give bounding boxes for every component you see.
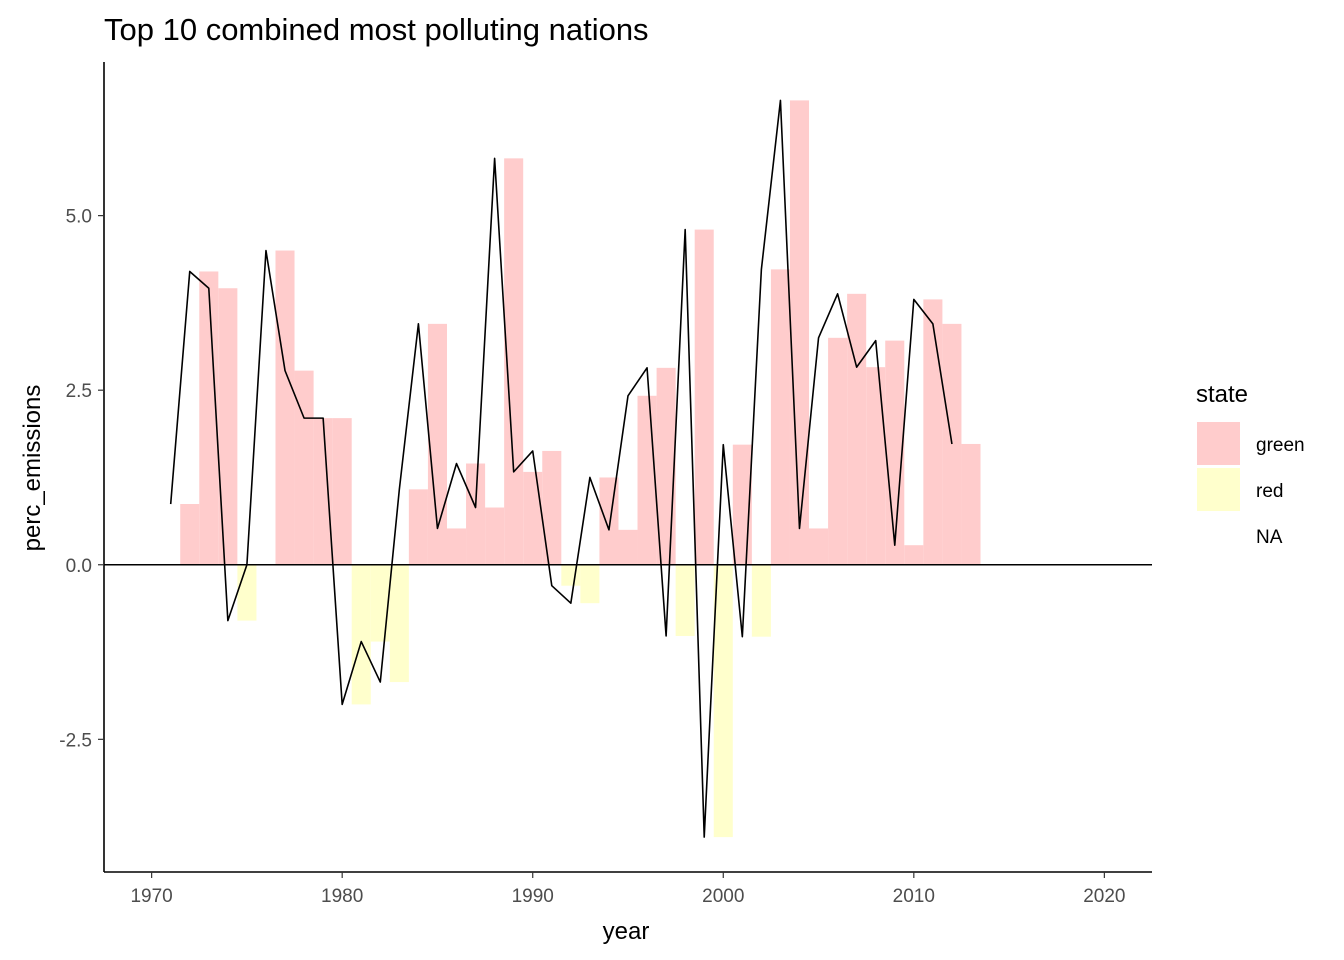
bar-1977 [275,250,295,565]
bar-1985 [427,323,447,565]
x-tick-label-1990: 1990 [512,886,554,907]
bar-1980 [332,418,352,565]
bar-1981 [351,564,371,705]
bar-2008 [866,367,886,565]
bar-1997 [656,367,676,565]
bar-1972 [180,504,200,565]
bar-1986 [446,528,467,565]
bar-2009 [885,340,905,565]
bar-2006 [828,337,848,565]
bar-1999 [694,229,714,565]
bar-1982 [370,564,390,642]
y-axis-title: perc_emissions [19,385,46,552]
bar-1979 [313,418,333,565]
y-tick-label-1: 0.0 [66,556,92,577]
legend-label-na: NA [1256,527,1283,548]
legend: state green red NA [1196,381,1305,548]
x-tick-label-2010: 2010 [893,886,935,907]
bar-2005 [809,528,829,565]
bar-1990 [523,471,543,565]
bar-1974 [218,288,238,565]
bar-1984 [408,489,428,565]
x-tick-label-1970: 1970 [130,886,172,907]
bar-1975 [237,564,257,621]
y-tick-label-3: 5.0 [66,207,92,228]
bar-1991 [542,450,562,565]
bars-group [180,100,981,838]
bar-1988 [485,507,505,565]
bar-2000 [713,564,733,838]
bar-2011 [923,299,943,565]
y-tick-label-0: -2.5 [59,730,92,751]
bar-2012 [942,323,962,565]
bar-2010 [904,545,924,565]
legend-key-red [1197,468,1240,511]
chart-title: Top 10 combined most polluting nations [104,12,649,47]
x-axis-title: year [603,918,650,945]
bar-1989 [504,158,524,565]
bar-1996 [637,395,657,565]
emissions-line [169,99,953,838]
legend-label-red: red [1256,481,1283,502]
bar-2004 [789,100,810,565]
bar-1993 [580,564,600,604]
bar-1983 [389,564,409,683]
bar-2013 [961,443,981,565]
x-tick-label-2000: 2000 [702,886,744,907]
x-tick-label-2020: 2020 [1083,886,1125,907]
bar-2007 [847,293,867,565]
bar-1998 [675,564,695,636]
x-tick-label-1980: 1980 [321,886,363,907]
axes-group: 1970 1980 1990 2000 2010 2020 -2.5 0.0 2.5 5.0 [59,62,1152,907]
legend-label-green: green [1256,435,1305,456]
bar-2003 [770,269,790,565]
bar-1995 [618,529,638,565]
bar-1994 [599,477,619,565]
legend-key-green [1197,422,1240,465]
bar-2002 [751,564,771,637]
bar-1992 [561,564,581,586]
legend-title: state [1196,381,1248,408]
bar-1978 [294,370,314,565]
y-tick-label-2: 2.5 [66,381,92,402]
line-layer [104,99,1152,838]
bar-1973 [199,271,219,565]
bar-1987 [466,463,486,565]
